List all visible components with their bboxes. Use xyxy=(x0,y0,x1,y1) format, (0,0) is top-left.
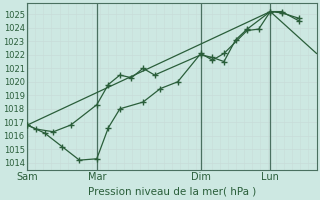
X-axis label: Pression niveau de la mer( hPa ): Pression niveau de la mer( hPa ) xyxy=(88,187,256,197)
